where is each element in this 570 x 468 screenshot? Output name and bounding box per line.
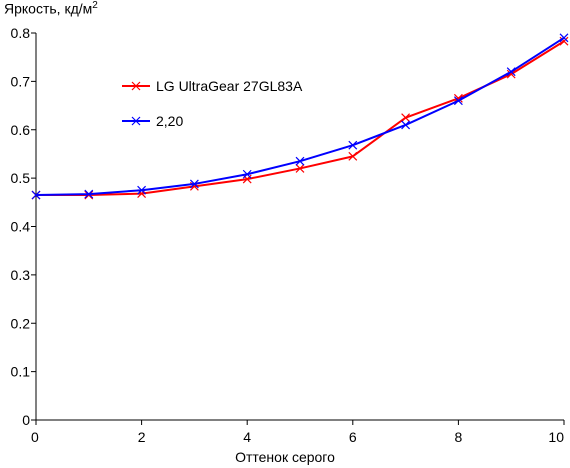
data-point-marker <box>84 189 94 199</box>
data-point-marker <box>31 190 41 200</box>
legend: LG UltraGear 27GL83A 2,20 <box>122 78 303 129</box>
legend-item-lg: LG UltraGear 27GL83A <box>122 78 303 94</box>
x-tick-label: 4 <box>243 429 251 445</box>
y-axis-title-text: Яркость, кд/м <box>4 0 93 17</box>
y-tick-label: 0 <box>22 412 30 428</box>
y-tick-label: 0.2 <box>11 315 31 331</box>
y-axis-title-sup: 2 <box>92 0 98 11</box>
legend-item-220: 2,20 <box>122 113 183 129</box>
data-point-marker <box>453 96 463 106</box>
legend-marker-220 <box>131 116 141 126</box>
data-point-marker <box>137 185 147 195</box>
y-tick-label: 0.6 <box>11 122 31 138</box>
y-tick-label: 0.7 <box>11 73 31 89</box>
series-line-0 <box>36 40 565 197</box>
series-lines <box>31 33 569 200</box>
legend-label-lg: LG UltraGear 27GL83A <box>156 78 303 94</box>
data-point-marker <box>506 69 516 79</box>
x-tick-label: 8 <box>455 429 463 445</box>
y-tick-label: 0.3 <box>11 267 31 283</box>
data-point-marker <box>348 140 358 150</box>
data-point-marker <box>242 169 252 179</box>
data-point-marker <box>559 33 569 43</box>
legend-label-220: 2,20 <box>156 113 183 129</box>
data-point-marker <box>295 156 305 166</box>
series-1 <box>31 33 569 200</box>
data-point-marker <box>401 113 411 123</box>
x-tick-label: 6 <box>349 429 357 445</box>
y-ticks: 0 0.1 0.2 0.3 0.4 0.5 0.6 0.7 0.8 <box>11 25 36 428</box>
data-point-marker <box>295 164 305 173</box>
series-line-1 <box>35 36 565 197</box>
x-tick-label: 10 <box>548 429 564 445</box>
y-tick-label: 0.4 <box>11 219 31 235</box>
data-point-marker <box>189 179 199 189</box>
y-tick-label: 0.8 <box>11 25 31 41</box>
data-point-marker <box>348 151 358 161</box>
x-axis-title: Оттенок серого <box>235 449 335 465</box>
data-point-marker <box>401 120 411 130</box>
x-tick-label: 2 <box>138 429 146 445</box>
series-0 <box>31 36 569 200</box>
y-axis-title: Яркость, кд/м2 <box>4 0 98 17</box>
legend-marker-lg <box>131 81 141 91</box>
x-tick-label: 0 <box>31 429 39 445</box>
y-tick-label: 0.5 <box>11 170 31 186</box>
x-ticks: 0 2 4 6 8 10 <box>31 420 565 445</box>
data-point-marker <box>506 67 516 77</box>
y-tick-label: 0.1 <box>11 364 31 380</box>
